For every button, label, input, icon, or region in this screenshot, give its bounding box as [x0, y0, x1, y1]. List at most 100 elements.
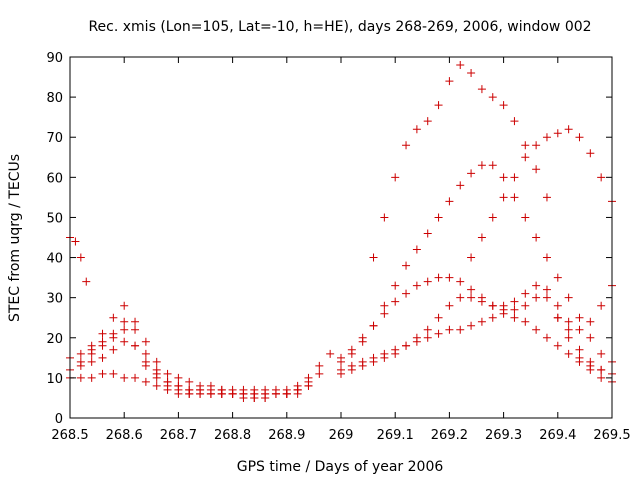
data-point: [586, 365, 595, 374]
data-point: [467, 321, 476, 330]
data-point: [391, 281, 400, 290]
data-point: [510, 313, 519, 322]
data-point: [347, 345, 356, 354]
data-point: [575, 345, 584, 354]
series-track-d: [76, 325, 302, 398]
data-point: [131, 317, 140, 326]
series-track-l: [467, 125, 616, 262]
data-point: [120, 373, 129, 382]
data-point: [98, 341, 107, 350]
data-point: [542, 293, 551, 302]
data-point: [488, 313, 497, 322]
data-point: [412, 281, 421, 290]
data-point: [532, 281, 541, 290]
data-point: [467, 285, 476, 294]
data-point: [402, 141, 411, 150]
data-point: [564, 293, 573, 302]
data-point: [402, 289, 411, 298]
data-point: [521, 289, 530, 298]
data-point: [358, 361, 367, 370]
y-tick-label: 10: [46, 372, 63, 387]
x-tick-label: 268.9: [268, 428, 305, 443]
data-point: [597, 349, 606, 358]
data-point: [174, 373, 183, 382]
data-point: [564, 325, 573, 334]
data-point: [109, 333, 118, 342]
data-point: [575, 133, 584, 142]
data-point: [477, 161, 486, 170]
data-point: [423, 277, 432, 286]
data-point: [163, 385, 172, 394]
series-track-j: [337, 281, 616, 386]
x-tick-label: 268.6: [106, 428, 143, 443]
data-point: [315, 369, 324, 378]
data-point: [510, 117, 519, 126]
x-tick-label: 269: [329, 428, 354, 443]
data-point: [337, 353, 345, 362]
data-point: [434, 101, 443, 110]
data-point: [369, 321, 378, 330]
data-point: [510, 305, 519, 314]
data-point: [575, 353, 584, 362]
y-axis: 0 10 20 30 40 50 60 70 80 90: [46, 51, 612, 427]
data-point: [542, 253, 551, 262]
data-point: [412, 125, 421, 134]
y-tick-label: 60: [46, 171, 63, 186]
data-point: [347, 365, 356, 374]
data-point: [98, 369, 107, 378]
data-point: [141, 377, 150, 386]
data-point: [206, 381, 215, 390]
data-point: [499, 193, 508, 202]
data-point: [532, 293, 541, 302]
data-point: [456, 325, 465, 334]
data-point: [597, 373, 606, 382]
data-point: [586, 333, 595, 342]
data-point: [467, 169, 476, 178]
data-point: [434, 213, 443, 222]
data-point: [412, 245, 421, 254]
data-point: [488, 161, 497, 170]
data-point: [477, 233, 486, 242]
data-point: [380, 309, 389, 318]
data-point: [553, 301, 562, 310]
data-point: [369, 253, 378, 262]
data-point: [174, 381, 183, 390]
data-point: [445, 301, 454, 310]
data-point: [521, 301, 530, 310]
data-point: [76, 373, 85, 382]
data-point: [369, 357, 378, 366]
data-point: [521, 153, 530, 162]
data-point: [423, 325, 432, 334]
data-point: [542, 133, 551, 142]
data-point: [542, 285, 551, 294]
data-point: [141, 357, 150, 366]
data-point: [87, 341, 96, 350]
data-point: [228, 385, 237, 394]
data-point: [434, 329, 443, 338]
data-point: [358, 333, 367, 342]
data-point: [152, 369, 161, 378]
data-point: [456, 181, 465, 190]
data-point: [412, 333, 421, 342]
data-point: [141, 349, 150, 358]
y-tick-label: 70: [46, 131, 63, 146]
data-point: [467, 293, 476, 302]
data-point: [477, 297, 486, 306]
series-track-k: [369, 61, 551, 262]
data-point: [553, 129, 562, 138]
data-point: [87, 349, 96, 358]
data-point: [564, 317, 573, 326]
data-point: [152, 381, 161, 390]
data-point: [521, 213, 530, 222]
data-point: [174, 389, 183, 398]
y-tick-label: 50: [46, 211, 63, 226]
data-point: [597, 301, 606, 310]
data-point: [109, 345, 118, 354]
data-point: [445, 325, 454, 334]
data-point: [163, 369, 172, 378]
x-tick-label: 268.8: [214, 428, 251, 443]
data-point: [423, 333, 432, 342]
data-point: [304, 381, 313, 390]
x-tick-label: 269.3: [485, 428, 522, 443]
data-point: [402, 261, 411, 270]
